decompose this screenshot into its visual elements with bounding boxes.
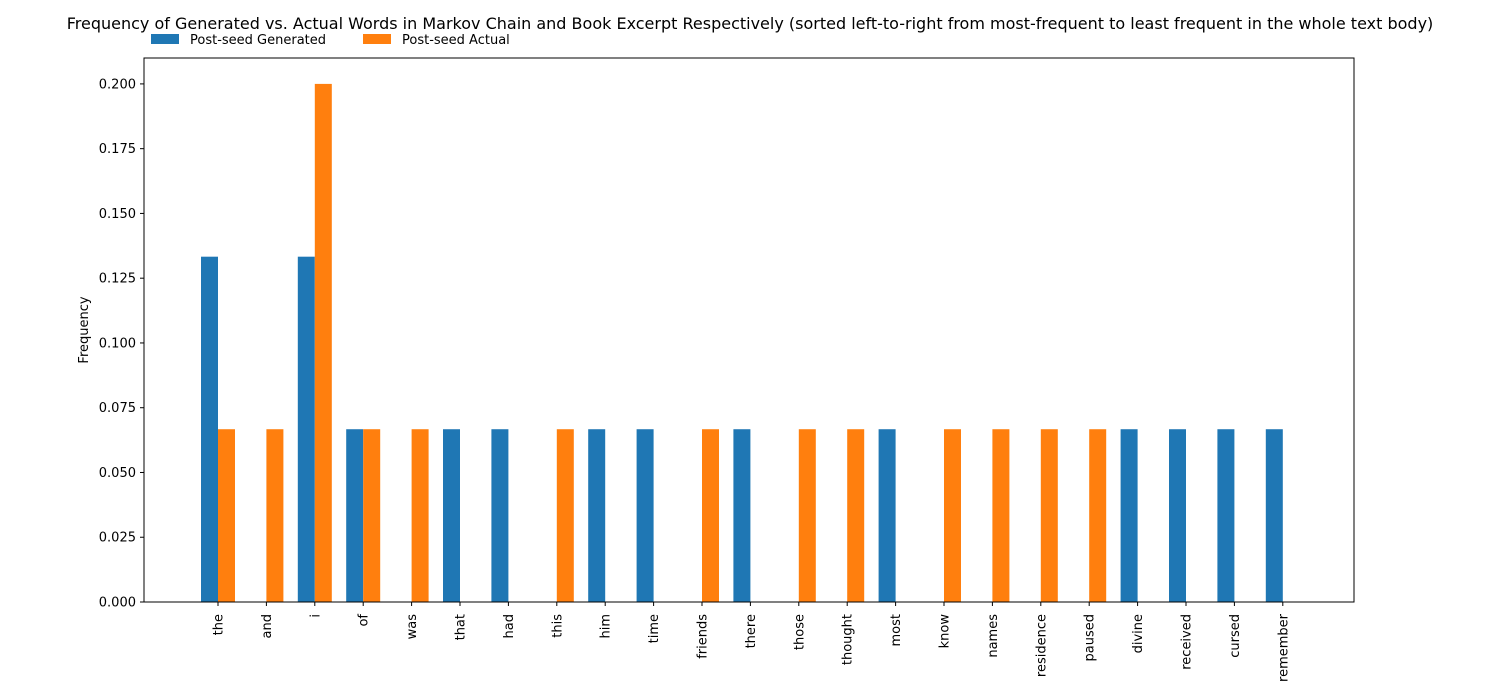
x-axis: the and i of was that had this him time friends the… [212, 602, 1291, 682]
bar-generated-received [1169, 429, 1186, 602]
y-tick-label: 0.200 [99, 77, 136, 92]
x-tick-label-had: had [502, 614, 517, 638]
y-tick-label: 0.175 [99, 142, 136, 157]
x-tick-label-thought: thought [841, 614, 856, 665]
x-tick-label-was: was [405, 614, 420, 640]
legend-swatch-generated [151, 34, 179, 44]
bar-actual-this [556, 429, 574, 602]
x-tick-label-of: of [357, 614, 372, 627]
bar-generated-most [878, 429, 896, 602]
x-tick-label-the: the [212, 614, 227, 635]
x-tick-label-know: know [938, 614, 953, 649]
bar-actual-thought [847, 429, 865, 602]
x-tick-label-and: and [260, 614, 275, 638]
x-tick-label-divine: divine [1131, 614, 1146, 653]
y-tick-label: 0.025 [99, 531, 136, 546]
x-tick-label-there: there [744, 614, 759, 648]
y-tick-label: 0.150 [99, 207, 136, 222]
bar-generated-there [733, 429, 751, 602]
y-tick-label: 0.000 [99, 596, 136, 611]
legend: Post-seed Generated Post-seed Actual [151, 33, 510, 48]
bar-generated-had [491, 429, 509, 602]
bar-generated-that [443, 429, 460, 602]
bar-actual-paused [1089, 429, 1107, 602]
bar-actual-names [992, 429, 1010, 602]
bar-actual-the [218, 429, 235, 602]
x-tick-label-most: most [889, 614, 904, 647]
x-tick-label-him: him [599, 614, 614, 639]
bar-generated-divine [1120, 429, 1138, 602]
bar-generated-remember [1265, 429, 1283, 602]
bar-generated-i [297, 256, 315, 602]
x-tick-label-cursed: cursed [1228, 614, 1243, 658]
bar-actual-those [798, 429, 816, 602]
x-tick-label-received: received [1180, 614, 1195, 670]
x-tick-label-i: i [308, 614, 323, 618]
bar-actual-was [411, 429, 429, 602]
x-tick-label-residence: residence [1034, 614, 1049, 677]
plot-area-frame [143, 57, 1355, 603]
bar-actual-friends [702, 429, 719, 602]
x-tick-label-this: this [550, 614, 565, 638]
bar-actual-know [944, 429, 961, 602]
bars-group [201, 83, 1283, 602]
x-tick-label-friends: friends [696, 614, 711, 659]
y-tick-label: 0.125 [99, 272, 136, 287]
y-tick-label: 0.050 [99, 466, 136, 481]
y-axis-label: Frequency [77, 296, 92, 363]
x-tick-label-names: names [986, 614, 1001, 658]
bar-actual-of [363, 429, 381, 602]
x-tick-label-time: time [647, 614, 662, 643]
x-tick-label-those: those [792, 614, 807, 650]
x-tick-label-remember: remember [1276, 613, 1291, 682]
bar-generated-the [201, 256, 218, 602]
bar-actual-i [314, 83, 332, 602]
bar-generated-cursed [1217, 429, 1235, 602]
legend-label-actual: Post-seed Actual [402, 33, 510, 48]
legend-label-generated: Post-seed Generated [190, 33, 326, 48]
bar-actual-and [266, 429, 284, 602]
y-tick-label: 0.100 [99, 336, 136, 351]
x-tick-label-paused: paused [1083, 614, 1098, 661]
bar-generated-time [636, 429, 654, 602]
bar-generated-him [588, 429, 606, 602]
y-axis: 0.000 0.025 0.050 0.075 0.100 0.125 0.150 0.175… [99, 77, 144, 611]
x-tick-label-that: that [454, 614, 469, 640]
chart-title: Frequency of Generated vs. Actual Words … [67, 14, 1434, 33]
legend-swatch-actual [363, 34, 391, 44]
bar-actual-residence [1040, 429, 1058, 602]
bar-generated-of [346, 429, 364, 602]
y-tick-label: 0.075 [99, 401, 136, 416]
